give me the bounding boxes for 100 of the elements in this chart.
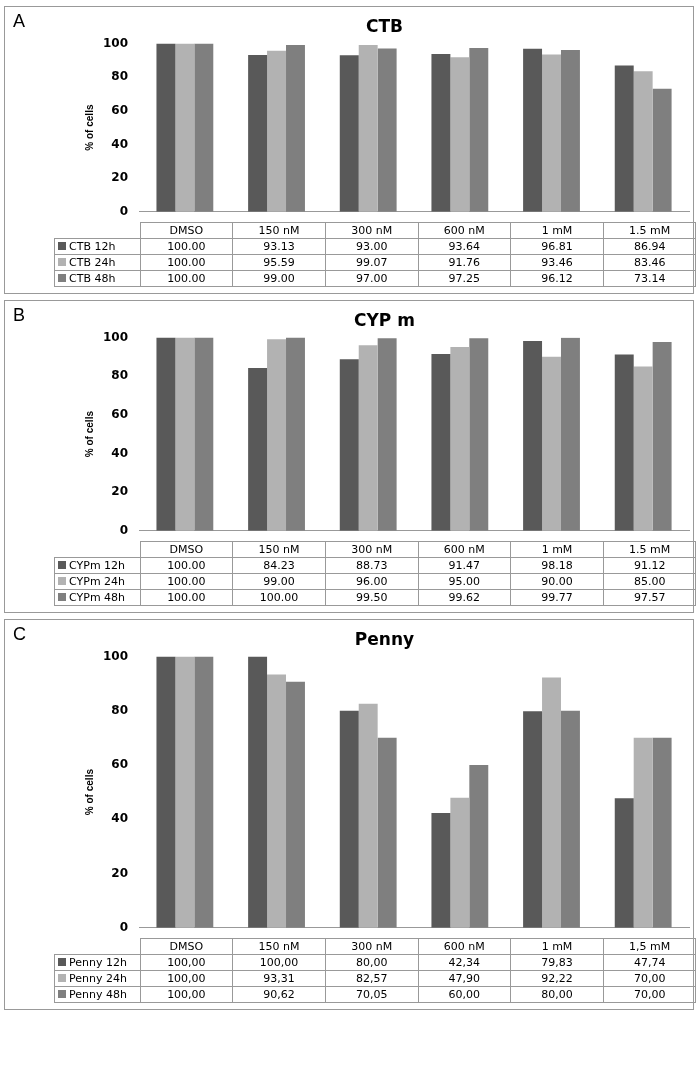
data-label: 98.18 [510, 557, 604, 574]
data-label: 99.00 [232, 573, 326, 590]
data-label: 84.23 [232, 557, 326, 574]
bar [248, 367, 268, 531]
bar [560, 337, 580, 531]
y-tick-label: 40 [111, 445, 129, 460]
x-tick-label: 150 nM [232, 938, 326, 955]
y-tick-label: 100 [102, 35, 129, 50]
x-tick-label: 300 nM [325, 938, 419, 955]
legend-label: Penny 48h [54, 986, 141, 1003]
data-label: 99.50 [325, 589, 419, 606]
data-label: 100.00 [140, 238, 233, 255]
bar [431, 353, 451, 531]
y-tick-label: 40 [111, 811, 129, 826]
bar [377, 338, 397, 531]
data-label: 100,00 [140, 986, 233, 1003]
data-label: 100.00 [140, 254, 233, 271]
bar [358, 345, 378, 531]
y-axis-title: % of cells [83, 410, 95, 458]
text: C [13, 624, 26, 645]
data-label: 82,57 [325, 970, 419, 987]
bar [560, 49, 580, 212]
data-label: 60,00 [418, 986, 511, 1003]
y-tick-label: 20 [111, 484, 129, 499]
y-tick-label: 0 [119, 919, 129, 934]
data-label: 96.12 [510, 270, 604, 287]
bar [523, 340, 543, 531]
bar [358, 44, 378, 212]
y-tick-label: 80 [111, 69, 129, 84]
data-label: 99.00 [232, 270, 326, 287]
data-label: 88.73 [325, 557, 419, 574]
text: A [13, 11, 26, 32]
data-label: 73.14 [603, 270, 696, 287]
bar [652, 737, 672, 928]
y-tick-label: 100 [102, 648, 129, 663]
y-tick-label: 100 [102, 329, 129, 344]
data-label: 47,74 [603, 954, 696, 971]
data-label: 97.00 [325, 270, 419, 287]
bar [614, 354, 634, 531]
legend-label: Penny 12h [54, 954, 141, 971]
data-label: 92,22 [510, 970, 604, 987]
data-label: 86.94 [603, 238, 696, 255]
bar [267, 339, 287, 531]
data-label: 100.00 [140, 557, 233, 574]
x-tick-label: 1.5 mM [603, 541, 696, 558]
bar [633, 71, 653, 212]
legend-label: CYPm 12h [54, 557, 141, 574]
y-tick-label: 80 [111, 368, 129, 383]
bar [339, 359, 359, 531]
data-label: 90.00 [510, 573, 604, 590]
bar [286, 681, 305, 928]
data-label: 99.07 [325, 254, 419, 271]
data-label: 100,00 [232, 954, 326, 971]
x-tick-label: DMSO [140, 222, 233, 239]
data-label: 100.00 [140, 573, 233, 590]
data-label: 91.47 [418, 557, 511, 574]
bar [614, 798, 634, 928]
x-tick-label: 1 mM [510, 222, 604, 239]
text: B [13, 305, 26, 326]
data-label: 42,34 [418, 954, 511, 971]
data-label: 70,00 [603, 986, 696, 1003]
legend-label: CTB 12h [54, 238, 141, 255]
data-label: 99.62 [418, 589, 511, 606]
x-tick-label: 300 nM [325, 222, 419, 239]
data-label: 90,62 [232, 986, 326, 1003]
x-tick-label: 600 nM [418, 222, 511, 239]
bar [156, 43, 176, 212]
data-label: 70,00 [603, 970, 696, 987]
chart-title: CTB [365, 15, 404, 36]
chart-title: Penny [354, 628, 415, 649]
bar [175, 43, 195, 212]
bar [286, 337, 305, 531]
x-tick-label: 150 nM [232, 222, 326, 239]
y-tick-label: 40 [111, 136, 129, 151]
data-label: 47,90 [418, 970, 511, 987]
y-tick-label: 20 [111, 170, 129, 185]
bar [469, 338, 489, 531]
x-tick-label: 1.5 mM [603, 222, 696, 239]
data-label: 97.25 [418, 270, 511, 287]
bar [469, 48, 489, 212]
bar [339, 710, 359, 928]
bar [542, 54, 561, 212]
data-label: 93.64 [418, 238, 511, 255]
bar [614, 65, 634, 212]
bar [156, 656, 176, 928]
bar [469, 764, 489, 928]
bar [248, 54, 268, 212]
y-tick-label: 0 [119, 522, 129, 537]
data-label: 85.00 [603, 573, 696, 590]
data-label: 80,00 [325, 954, 419, 971]
bar [156, 337, 176, 531]
bar [431, 812, 451, 928]
data-label: 83.46 [603, 254, 696, 271]
bar [523, 48, 543, 212]
data-label: 95.00 [418, 573, 511, 590]
y-tick-label: 20 [111, 865, 129, 880]
bar [248, 656, 268, 928]
data-label: 96.00 [325, 573, 419, 590]
data-label: 97.57 [603, 589, 696, 606]
y-axis-title: % of cells [83, 104, 95, 151]
